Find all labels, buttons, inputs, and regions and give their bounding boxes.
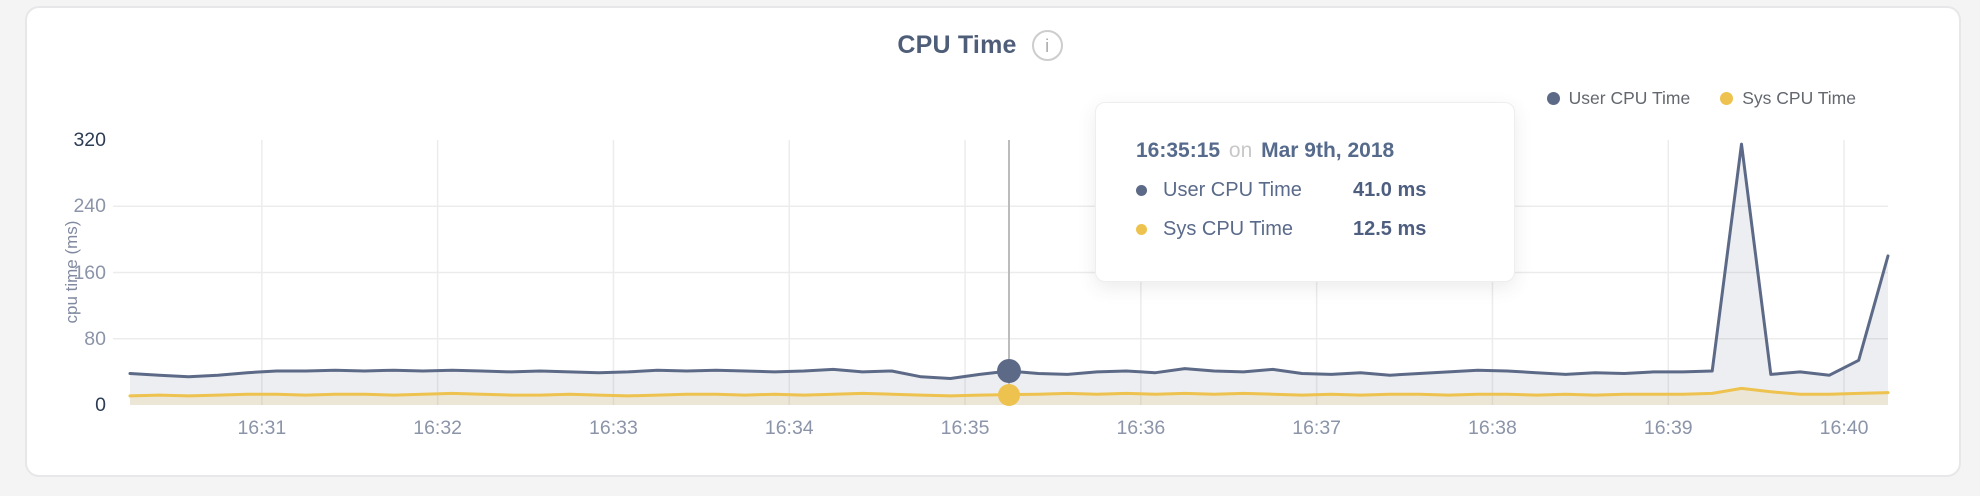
x-axis-tick-label: 16:36 [1116, 417, 1166, 439]
legend-label-sys: Sys CPU Time [1742, 88, 1856, 108]
x-axis-tick-label: 16:40 [1819, 417, 1869, 439]
tooltip-time: 16:35:15 [1136, 139, 1221, 162]
y-axis-tick-label: 80 [84, 327, 106, 350]
highlight-dot [997, 359, 1021, 384]
x-axis-tick-label: 16:31 [237, 417, 287, 439]
legend: User CPU Time Sys CPU Time [1546, 88, 1856, 109]
x-axis-tick-label: 16:35 [940, 417, 990, 439]
x-axis-tick-label: 16:34 [764, 417, 814, 439]
highlight-dot [998, 383, 1020, 406]
x-axis-tick-label: 16:39 [1643, 417, 1693, 439]
tooltip-row-sys: Sys CPU Time 12.5 ms [1136, 218, 1474, 241]
x-axis-tick-label: 16:32 [413, 417, 463, 439]
x-axis-tick-label: 16:33 [589, 417, 638, 439]
sys-series-dot-icon [1136, 224, 1147, 235]
user-series-dot-icon [1136, 185, 1147, 196]
legend-item-sys[interactable]: Sys CPU Time [1720, 88, 1856, 109]
tooltip-row-user: User CPU Time 41.0 ms [1136, 179, 1474, 202]
series-area [130, 144, 1888, 405]
sys-series-dot-icon [1720, 92, 1734, 105]
crosshair-line [1008, 140, 1010, 405]
tooltip-header: 16:35:15 on Mar 9th, 2018 [1136, 139, 1474, 163]
x-axis-tick-label: 16:38 [1468, 417, 1517, 439]
legend-label-user: User CPU Time [1568, 88, 1691, 108]
y-axis-tick-label: 320 [73, 129, 106, 151]
info-icon[interactable]: i [1031, 30, 1063, 61]
tooltip-value-user: 41.0 ms [1353, 179, 1427, 201]
y-axis-tick-label: 0 [95, 394, 106, 416]
tooltip-value-sys: 12.5 ms [1353, 218, 1427, 240]
tooltip-label-user: User CPU Time [1163, 179, 1302, 201]
tooltip-conjunction: on [1228, 139, 1253, 162]
y-axis-tick-label: 240 [73, 195, 106, 218]
chart-header: CPU Time i [0, 30, 1960, 61]
chart-tooltip: 16:35:15 on Mar 9th, 2018 User CPU Time … [1095, 102, 1515, 282]
x-axis-tick-label: 16:37 [1292, 417, 1342, 439]
tooltip-label-sys: Sys CPU Time [1163, 218, 1294, 240]
user-series-dot-icon [1546, 92, 1560, 105]
y-axis-tick-label: 160 [73, 261, 106, 284]
tooltip-date: Mar 9th, 2018 [1261, 139, 1395, 162]
chart-card [25, 6, 1961, 477]
chart-title: CPU Time [897, 31, 1017, 59]
legend-item-user[interactable]: User CPU Time [1546, 88, 1691, 109]
